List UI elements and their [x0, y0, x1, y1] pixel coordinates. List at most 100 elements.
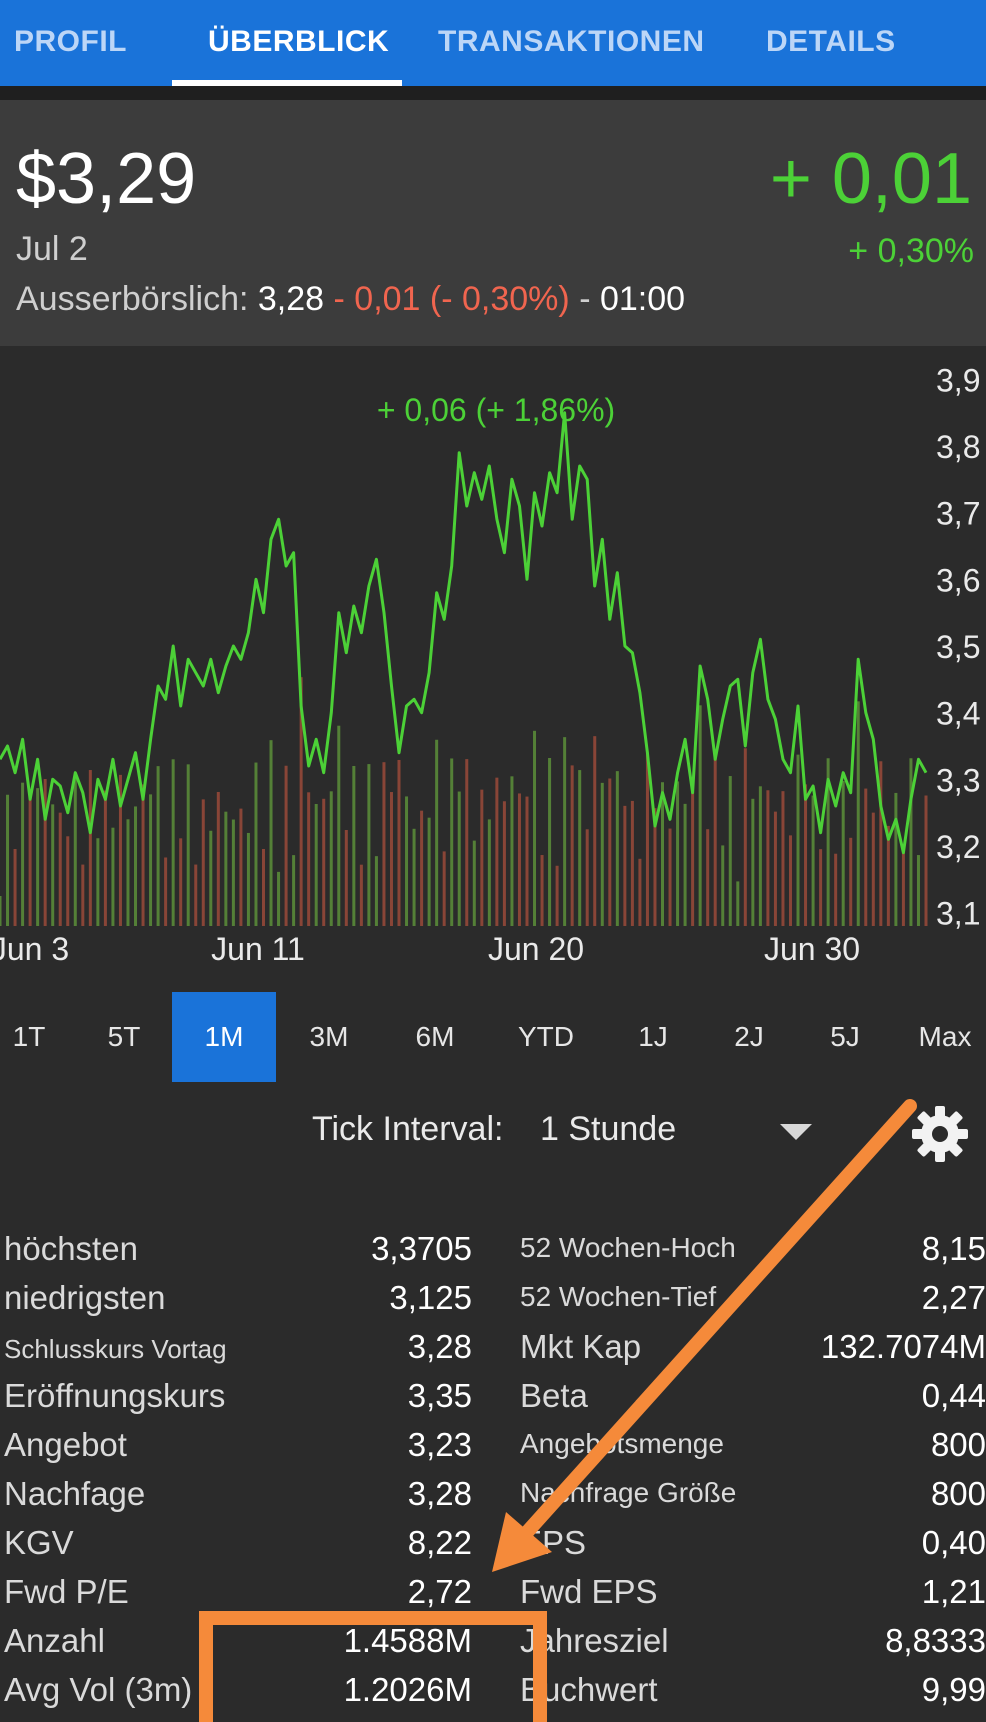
stat-row: Schlusskurs Vortag 3,28 Mkt Kap 132.7074…: [0, 1328, 986, 1376]
volume-bar: [397, 759, 401, 926]
volume-bar: [382, 762, 386, 926]
volume-bar: [420, 810, 424, 926]
volume-bar: [88, 770, 92, 926]
stat-label: Fwd P/E: [4, 1573, 129, 1610]
volume-bar: [487, 819, 491, 926]
tick-interval-label: Tick Interval:: [312, 1110, 504, 1148]
range-2j[interactable]: 2J: [734, 1021, 764, 1052]
volume-bar: [171, 759, 175, 926]
volume-bar: [796, 754, 800, 926]
stat-label: Schlusskurs Vortag: [4, 1334, 227, 1364]
x-tick-label: Jun 3: [0, 931, 69, 966]
volume-bar: [337, 725, 341, 926]
range-max[interactable]: Max: [918, 1021, 972, 1052]
y-tick-label: 3,8: [936, 429, 980, 465]
after-hours-label: Ausserbörslich:: [16, 280, 249, 318]
volume-bar: [751, 798, 755, 926]
volume-bar: [134, 806, 138, 926]
volume-bar: [194, 864, 198, 926]
volume-bar: [502, 801, 506, 926]
stat-row: Fwd P/E 2,72 Fwd EPS 1,21: [0, 1573, 986, 1621]
stat-value: 3,3705: [371, 1230, 472, 1267]
volume-bar: [713, 755, 717, 926]
dropdown-caret-icon[interactable]: [780, 1124, 812, 1140]
stat-label: Avg Vol (3m): [4, 1671, 193, 1708]
range-6m[interactable]: 6M: [415, 1021, 455, 1052]
range-1t[interactable]: 1T: [12, 1021, 46, 1052]
stat-value: 2,27: [921, 1279, 986, 1316]
volume-bar: [51, 804, 55, 926]
tab-ueberblick[interactable]: ÜBERBLICK: [208, 25, 390, 58]
volume-bar: [683, 803, 687, 926]
volume-bar: [758, 786, 762, 926]
active-tab-indicator: [172, 80, 402, 86]
y-axis: 3,9 3,8 3,7 3,6 3,5 3,4 3,3 3,2 3,1: [936, 362, 980, 931]
volume-bar: [826, 758, 830, 926]
volume-bar: [533, 730, 537, 926]
volume-bar: [442, 851, 446, 926]
volume-bar: [329, 791, 333, 926]
stat-label: Jahresziel: [520, 1622, 669, 1659]
volume-bar: [563, 737, 567, 926]
volume-bar: [164, 857, 168, 926]
price-line: [0, 411, 928, 855]
range-ytd[interactable]: YTD: [518, 1021, 574, 1052]
stat-value: 3,28: [407, 1475, 472, 1512]
range-5j[interactable]: 5J: [830, 1021, 860, 1052]
volume-bar: [916, 855, 920, 926]
stat-row: Nachfage 3,28 Nachfrage Größe 800: [0, 1475, 986, 1523]
stat-value: 2,72: [407, 1573, 472, 1610]
volume-bar: [698, 705, 702, 926]
volume-bar: [374, 856, 378, 926]
volume-bar: [630, 800, 634, 926]
tick-interval-select[interactable]: 1 Stunde: [540, 1110, 677, 1148]
quote-date: Jul 2: [16, 230, 88, 268]
volume-bar: [721, 845, 725, 926]
gear-icon[interactable]: [910, 1104, 970, 1164]
price-change-percent: + 0,30%: [848, 232, 974, 270]
tick-interval-row: Tick Interval: 1 Stunde: [0, 1100, 986, 1160]
volume-bar: [307, 792, 311, 926]
volume-bar: [886, 825, 890, 926]
range-5t[interactable]: 5T: [107, 1021, 141, 1052]
volume-bar: [352, 765, 356, 926]
volume-bar: [405, 796, 409, 926]
volume-bar: [186, 764, 190, 926]
tab-profil[interactable]: PROFIL: [14, 25, 127, 58]
volume-bar: [314, 803, 318, 926]
volume-bar: [668, 828, 672, 926]
stat-label: Nachfage: [4, 1475, 146, 1512]
stat-row: KGV 8,22 EPS 0,40: [0, 1524, 986, 1572]
divider: [0, 86, 986, 100]
volume-bar: [645, 752, 649, 926]
volume-bar: [834, 853, 838, 926]
tab-transaktionen[interactable]: TRANSAKTIONEN: [438, 25, 705, 58]
volume-bar: [344, 830, 348, 926]
volume-bar: [359, 864, 363, 926]
stat-label: 52 Wochen-Tief: [520, 1281, 717, 1312]
y-tick-label: 3,5: [936, 629, 980, 665]
quote-header: $3,29 + 0,01 + 0,30% Jul 2 Ausserbörslic…: [0, 100, 986, 346]
stat-value: 3,125: [389, 1279, 472, 1316]
range-3m[interactable]: 3M: [309, 1021, 349, 1052]
volume-bar: [841, 780, 845, 926]
stat-value: 9,99: [921, 1671, 986, 1708]
chart-annotation: + 0,06 (+ 1,86%): [377, 392, 615, 428]
stat-label: EPS: [520, 1524, 587, 1561]
stat-value: 800: [930, 1475, 986, 1512]
volume-bar: [231, 819, 235, 926]
range-1m[interactable]: 1M: [172, 992, 276, 1082]
volume-bar: [0, 896, 2, 926]
x-tick-label: Jun 11: [211, 931, 305, 966]
volume-bar: [126, 819, 130, 926]
top-tab-bar: PROFIL ÜBERBLICK TRANSAKTIONEN DETAILS: [0, 0, 986, 86]
after-hours-separator: -: [579, 280, 591, 318]
volume-bar: [216, 791, 220, 926]
range-1j[interactable]: 1J: [638, 1021, 668, 1052]
x-axis: Jun 3 Jun 11 Jun 20 Jun 30: [0, 931, 860, 966]
y-tick-label: 3,9: [936, 362, 980, 398]
volume-bar: [517, 793, 521, 926]
tab-details[interactable]: DETAILS: [766, 25, 896, 58]
